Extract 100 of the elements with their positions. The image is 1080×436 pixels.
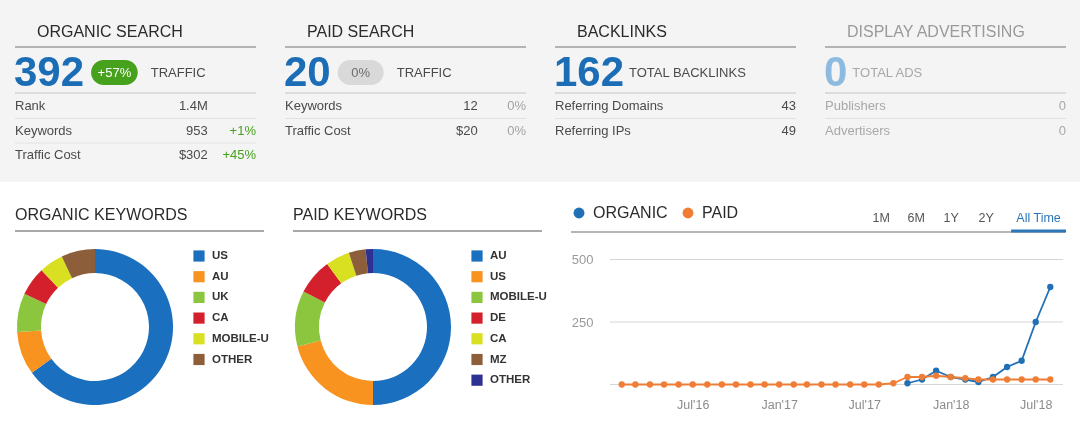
point [904,380,911,387]
legend-label: US [490,269,507,282]
donut-slice [297,340,373,405]
donut-slice [348,249,368,276]
point [861,381,868,388]
legend-label: PAID [702,204,739,221]
text: 0% [507,122,527,138]
text: 12 [463,98,478,113]
legend-label: MZ [490,352,507,365]
chart-title: ORGANIC KEYWORDS [15,206,188,223]
text: 0% [507,98,527,113]
x-tick-label: Jan'18 [932,397,970,412]
point [932,372,940,379]
text: Traffic Cost [285,122,352,138]
text: Referring Domains [555,98,664,113]
text: 0 [1058,122,1066,138]
point [747,381,754,388]
text: $20 [456,122,478,138]
legend-label: MOBILE-U [490,290,547,303]
text: 0 [824,48,848,95]
text: Referring IPs [555,122,632,138]
point [790,381,797,388]
text: TRAFFIC [150,65,206,80]
point [1032,318,1039,326]
point [675,381,682,388]
text: 2Y [978,211,995,225]
text: +1% [229,122,257,138]
point [1032,376,1039,383]
point [932,367,940,374]
text: BACKLINKS [577,22,667,40]
donut-slice [24,270,59,305]
text: 1.4M [178,98,208,113]
legend-label: OTHER [490,373,531,386]
legend-label: CA [212,311,229,324]
donut-slice [303,263,342,303]
donut-slice [295,291,325,347]
point [846,381,854,388]
text: 43 [781,98,796,113]
text: TOTAL ADS [852,65,923,80]
legend-label: US [212,249,229,261]
legend-label: OTHER [212,352,253,365]
text: Keywords [15,122,73,138]
x-tick-label: Jul'18 [1020,397,1053,412]
point [1047,283,1054,291]
point [904,373,911,381]
legend-label: ORGANIC [593,204,668,221]
x-tick-label: Jul'17 [848,397,881,412]
point [776,381,783,388]
x-tick-label: Jan'17 [761,397,798,412]
point [618,381,625,388]
text: $302 [178,147,208,162]
legend-label: CA [490,331,507,344]
legend-label: AU [490,249,507,261]
point [646,381,654,388]
text: Publishers [825,98,887,113]
text: All Time [1016,211,1061,225]
donut-slice [61,249,95,279]
legend-label: DE [490,311,507,324]
point [1003,363,1011,371]
point [875,381,882,388]
donut-slice [365,249,373,274]
text: +57% [97,64,132,80]
text: PAID SEARCH [307,22,415,40]
y-tick-label: 250 [571,314,594,330]
text: 20 [284,48,331,95]
donut-slice [17,293,47,332]
point [732,381,740,388]
legend-label: UK [212,290,230,303]
donut-slice [327,252,357,284]
point [832,381,839,388]
text: Keywords [285,98,343,113]
y-tick-label: 500 [571,252,594,267]
point [704,381,711,388]
chart-title: PAID KEYWORDS [293,206,427,223]
text: TRAFFIC [396,65,452,80]
point [718,381,725,388]
text: 953 [186,122,208,138]
text: Advertisers [825,122,891,138]
donut-slice [373,249,451,405]
x-tick-label: Jul'16 [677,397,710,412]
donut-slice [41,256,73,288]
text: 1Y [943,211,960,225]
text: Rank [15,98,46,113]
text: Traffic Cost [15,147,82,162]
point [632,381,639,388]
text: 162 [554,48,625,95]
text: DISPLAY ADVERTISING [847,22,1025,40]
text: 392 [14,48,85,95]
text: 0% [351,64,371,80]
donut-slice [31,249,173,405]
text: +45% [222,147,257,162]
point [660,381,668,388]
text: ORGANIC SEARCH [37,22,183,40]
text: TOTAL BACKLINKS [629,65,747,80]
point [803,381,811,388]
point [1018,376,1025,383]
text: 6M [907,211,925,225]
point [761,381,768,388]
point [1047,376,1054,383]
text: 0 [1058,98,1066,113]
